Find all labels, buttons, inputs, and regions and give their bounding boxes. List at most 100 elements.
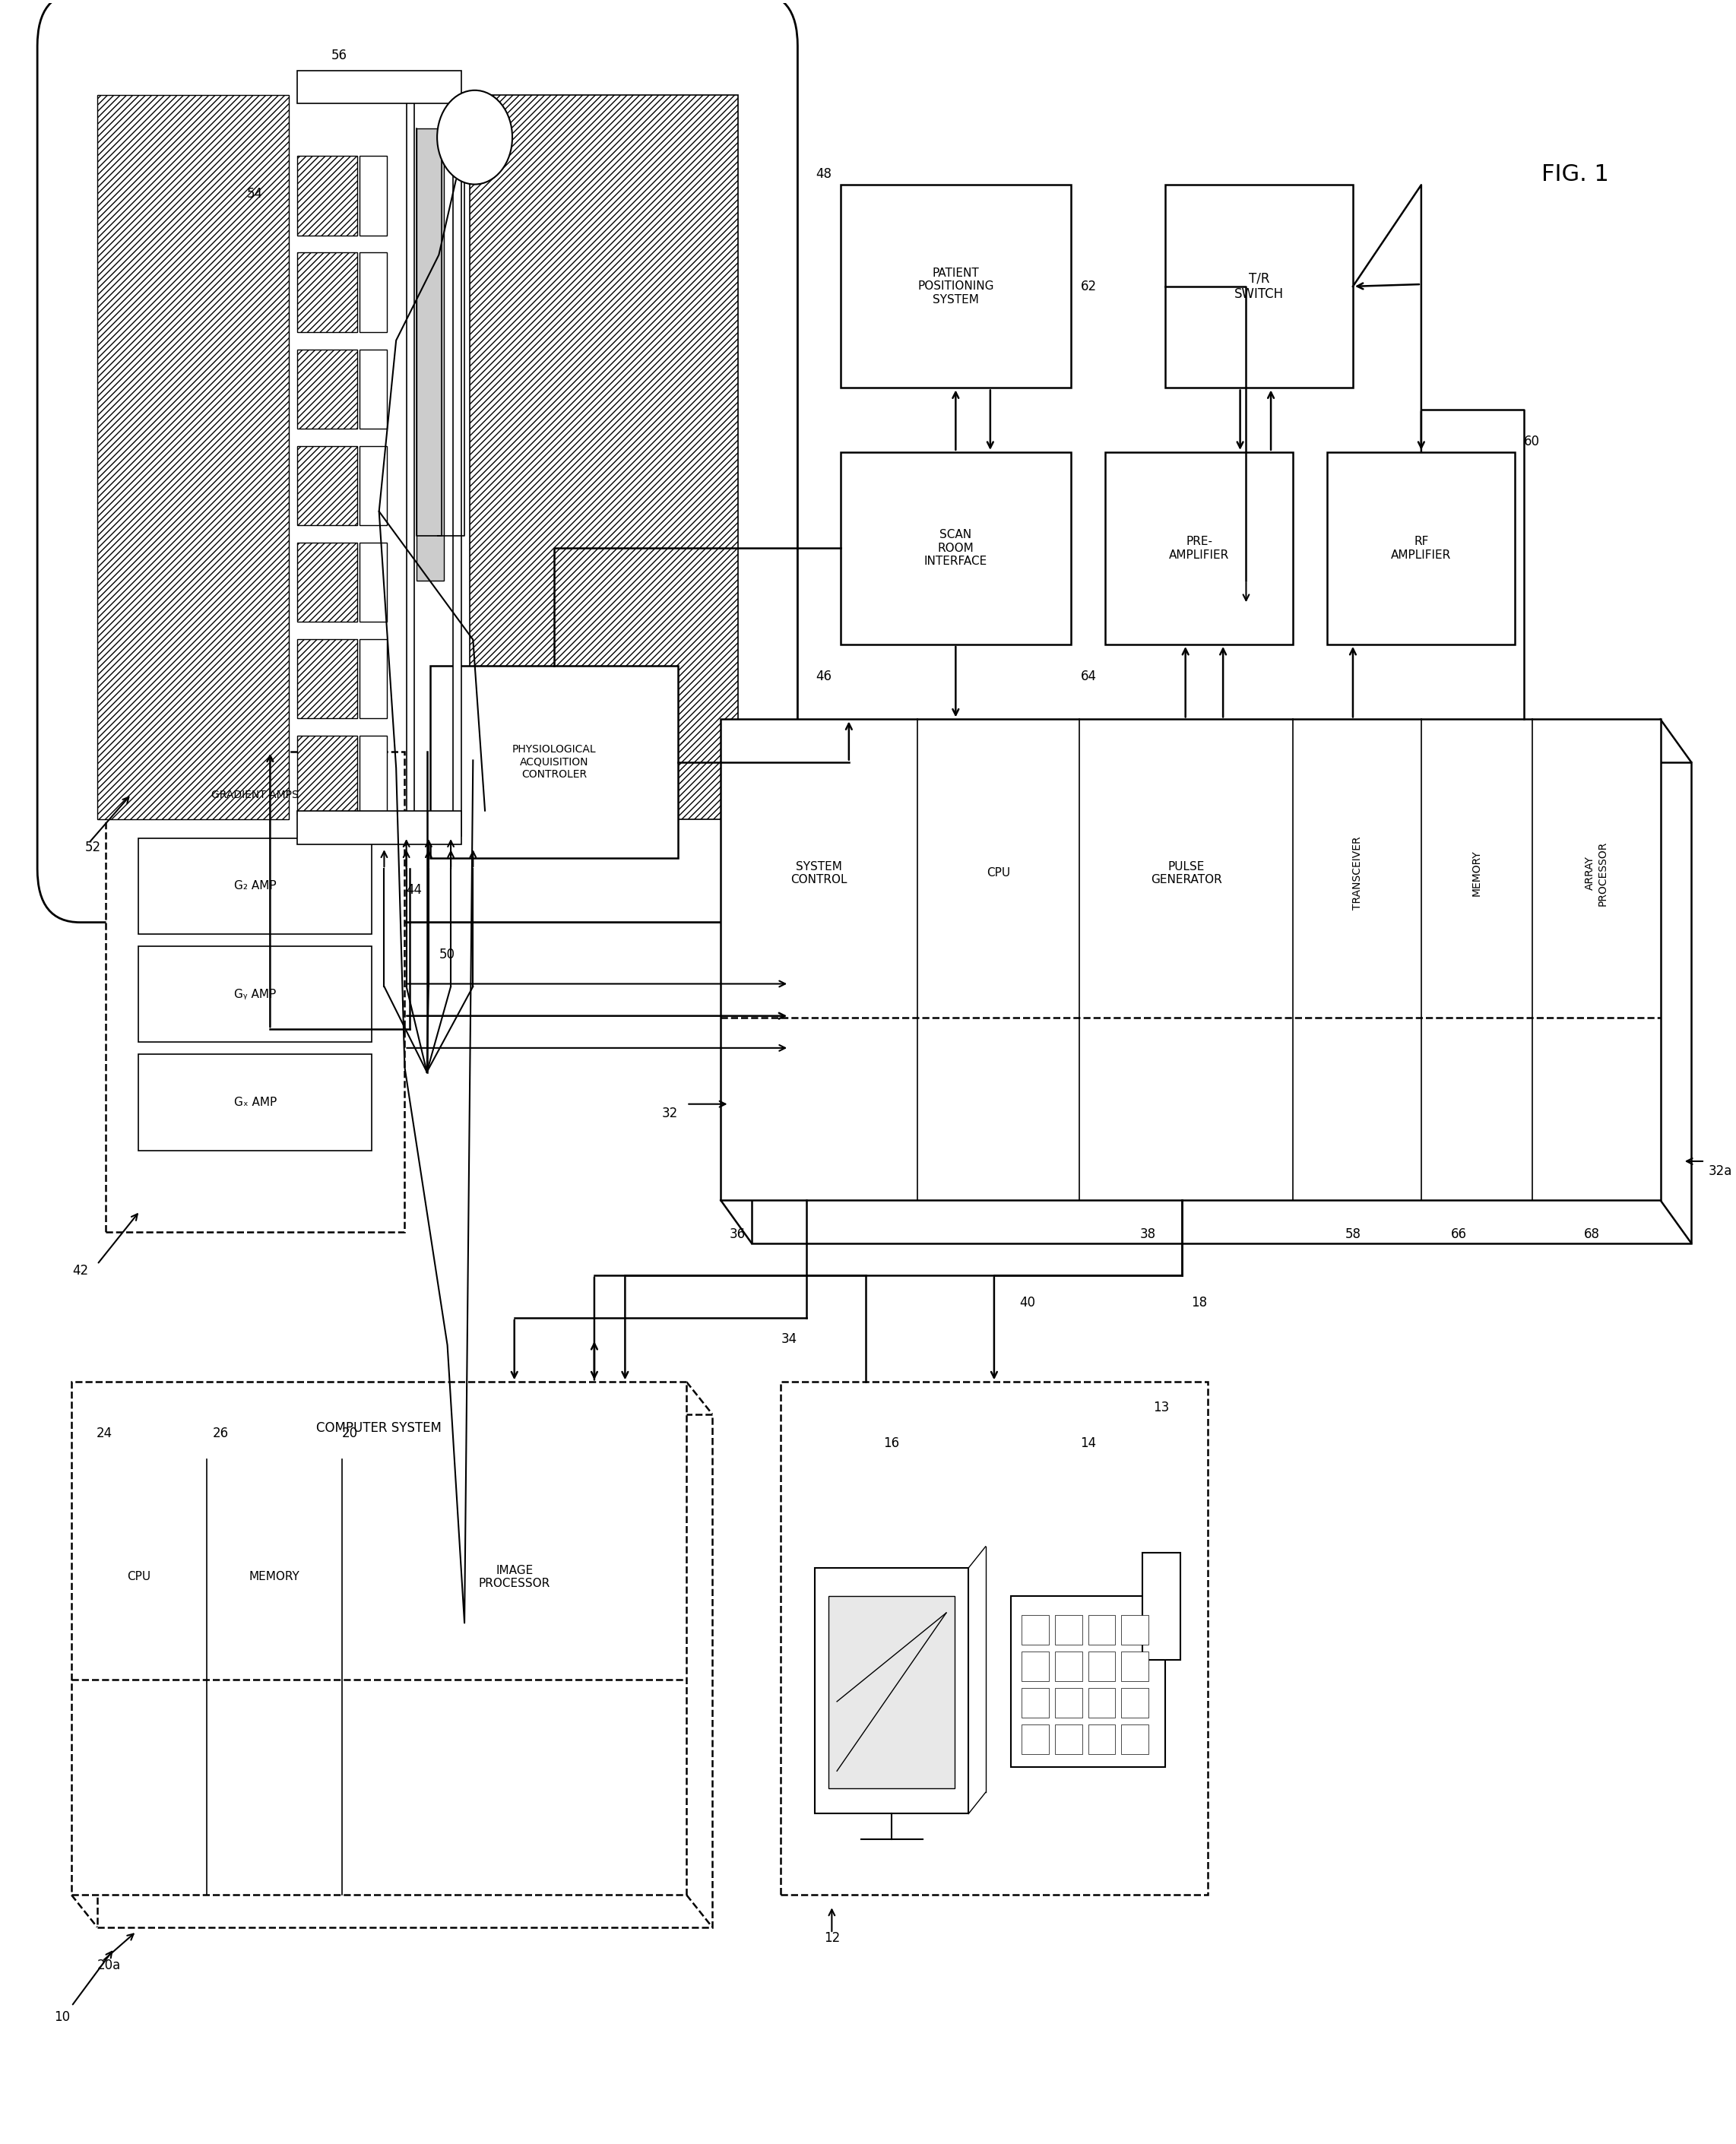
Bar: [1021, 1687, 1049, 1717]
Text: 64: 64: [1080, 669, 1097, 684]
Bar: [840, 452, 1071, 645]
Text: 50: 50: [439, 948, 455, 961]
Bar: [1055, 1614, 1082, 1644]
Text: PATIENT
POSITIONING
SYSTEM: PATIENT POSITIONING SYSTEM: [917, 268, 993, 304]
Bar: [453, 94, 462, 836]
Text: 44: 44: [406, 883, 422, 896]
Text: 20: 20: [342, 1426, 358, 1441]
Text: Gₓ AMP: Gₓ AMP: [234, 1098, 276, 1108]
Bar: [1021, 1651, 1049, 1681]
Bar: [417, 129, 444, 581]
Bar: [359, 639, 387, 718]
Text: 16: 16: [884, 1436, 899, 1449]
Bar: [139, 1055, 372, 1151]
Text: SYSTEM
CONTROL: SYSTEM CONTROL: [790, 862, 847, 885]
Bar: [297, 253, 358, 332]
Bar: [139, 838, 372, 935]
Bar: [470, 94, 738, 819]
Circle shape: [437, 90, 512, 184]
Text: 46: 46: [816, 669, 832, 684]
Bar: [297, 639, 358, 718]
Text: 13: 13: [1153, 1400, 1170, 1415]
Bar: [359, 446, 387, 525]
Text: 52: 52: [85, 840, 101, 855]
Bar: [781, 1383, 1208, 1895]
Text: 48: 48: [816, 167, 832, 180]
Bar: [139, 946, 372, 1042]
Bar: [1055, 1687, 1082, 1717]
Text: 32: 32: [661, 1106, 679, 1121]
Bar: [1088, 1614, 1116, 1644]
Bar: [297, 446, 358, 525]
Text: PRE-
AMPLIFIER: PRE- AMPLIFIER: [1168, 536, 1229, 560]
Text: IMAGE
PROCESSOR: IMAGE PROCESSOR: [479, 1565, 550, 1589]
Bar: [297, 349, 358, 429]
Bar: [1165, 184, 1352, 388]
Bar: [297, 157, 358, 236]
Text: 10: 10: [54, 2011, 71, 2024]
Bar: [297, 542, 358, 622]
Text: TRANSCEIVER: TRANSCEIVER: [1352, 836, 1363, 909]
Text: 40: 40: [1019, 1295, 1036, 1310]
Text: 18: 18: [1191, 1295, 1207, 1310]
Text: COMPUTER SYSTEM: COMPUTER SYSTEM: [316, 1421, 441, 1434]
Text: MEMORY: MEMORY: [1472, 851, 1483, 896]
Bar: [297, 810, 462, 845]
Bar: [359, 735, 387, 815]
Text: 34: 34: [781, 1331, 797, 1346]
Bar: [359, 542, 387, 622]
Text: 20a: 20a: [97, 1960, 122, 1972]
Text: PULSE
GENERATOR: PULSE GENERATOR: [1151, 862, 1222, 885]
Bar: [97, 1415, 712, 1927]
Text: 66: 66: [1451, 1229, 1467, 1241]
Text: 60: 60: [1524, 435, 1540, 448]
Text: CPU: CPU: [127, 1572, 151, 1582]
Text: RF
AMPLIFIER: RF AMPLIFIER: [1391, 536, 1451, 560]
Text: 56: 56: [332, 49, 347, 62]
Bar: [297, 735, 358, 815]
Text: 14: 14: [1080, 1436, 1095, 1449]
Bar: [106, 750, 404, 1233]
Bar: [1055, 1651, 1082, 1681]
Text: GRADIENT AMPS: GRADIENT AMPS: [212, 789, 299, 800]
Bar: [359, 157, 387, 236]
Text: T/R
SWITCH: T/R SWITCH: [1234, 272, 1283, 300]
Bar: [814, 1567, 969, 1814]
Bar: [359, 253, 387, 332]
Bar: [1328, 452, 1516, 645]
Bar: [828, 1595, 955, 1788]
Bar: [1055, 1724, 1082, 1754]
Bar: [752, 761, 1691, 1244]
Text: MEMORY: MEMORY: [248, 1572, 300, 1582]
Text: G₂ AMP: G₂ AMP: [234, 881, 276, 892]
Text: Gᵧ AMP: Gᵧ AMP: [234, 988, 276, 999]
Bar: [97, 94, 288, 819]
Bar: [1121, 1651, 1149, 1681]
Bar: [1088, 1724, 1116, 1754]
Text: 58: 58: [1345, 1229, 1361, 1241]
Bar: [1021, 1724, 1049, 1754]
Bar: [297, 71, 462, 103]
Bar: [1121, 1614, 1149, 1644]
Bar: [1010, 1595, 1165, 1767]
Text: 12: 12: [823, 1932, 840, 1945]
Bar: [1142, 1552, 1180, 1659]
Bar: [1088, 1687, 1116, 1717]
Text: 54: 54: [247, 187, 262, 202]
Bar: [406, 94, 415, 836]
Text: ARRAY
PROCESSOR: ARRAY PROCESSOR: [1585, 840, 1608, 905]
Text: 68: 68: [1585, 1229, 1601, 1241]
Bar: [1106, 452, 1293, 645]
Text: 32a: 32a: [1708, 1164, 1733, 1177]
Text: FIG. 1: FIG. 1: [1542, 163, 1609, 184]
Text: 38: 38: [1141, 1229, 1156, 1241]
Text: 36: 36: [729, 1229, 745, 1241]
Text: SCAN
ROOM
INTERFACE: SCAN ROOM INTERFACE: [924, 530, 988, 568]
Bar: [1088, 1651, 1116, 1681]
Bar: [720, 718, 1660, 1201]
FancyBboxPatch shape: [38, 0, 797, 922]
Text: 24: 24: [95, 1426, 113, 1441]
Bar: [840, 184, 1071, 388]
Bar: [359, 349, 387, 429]
Text: 42: 42: [73, 1265, 89, 1278]
